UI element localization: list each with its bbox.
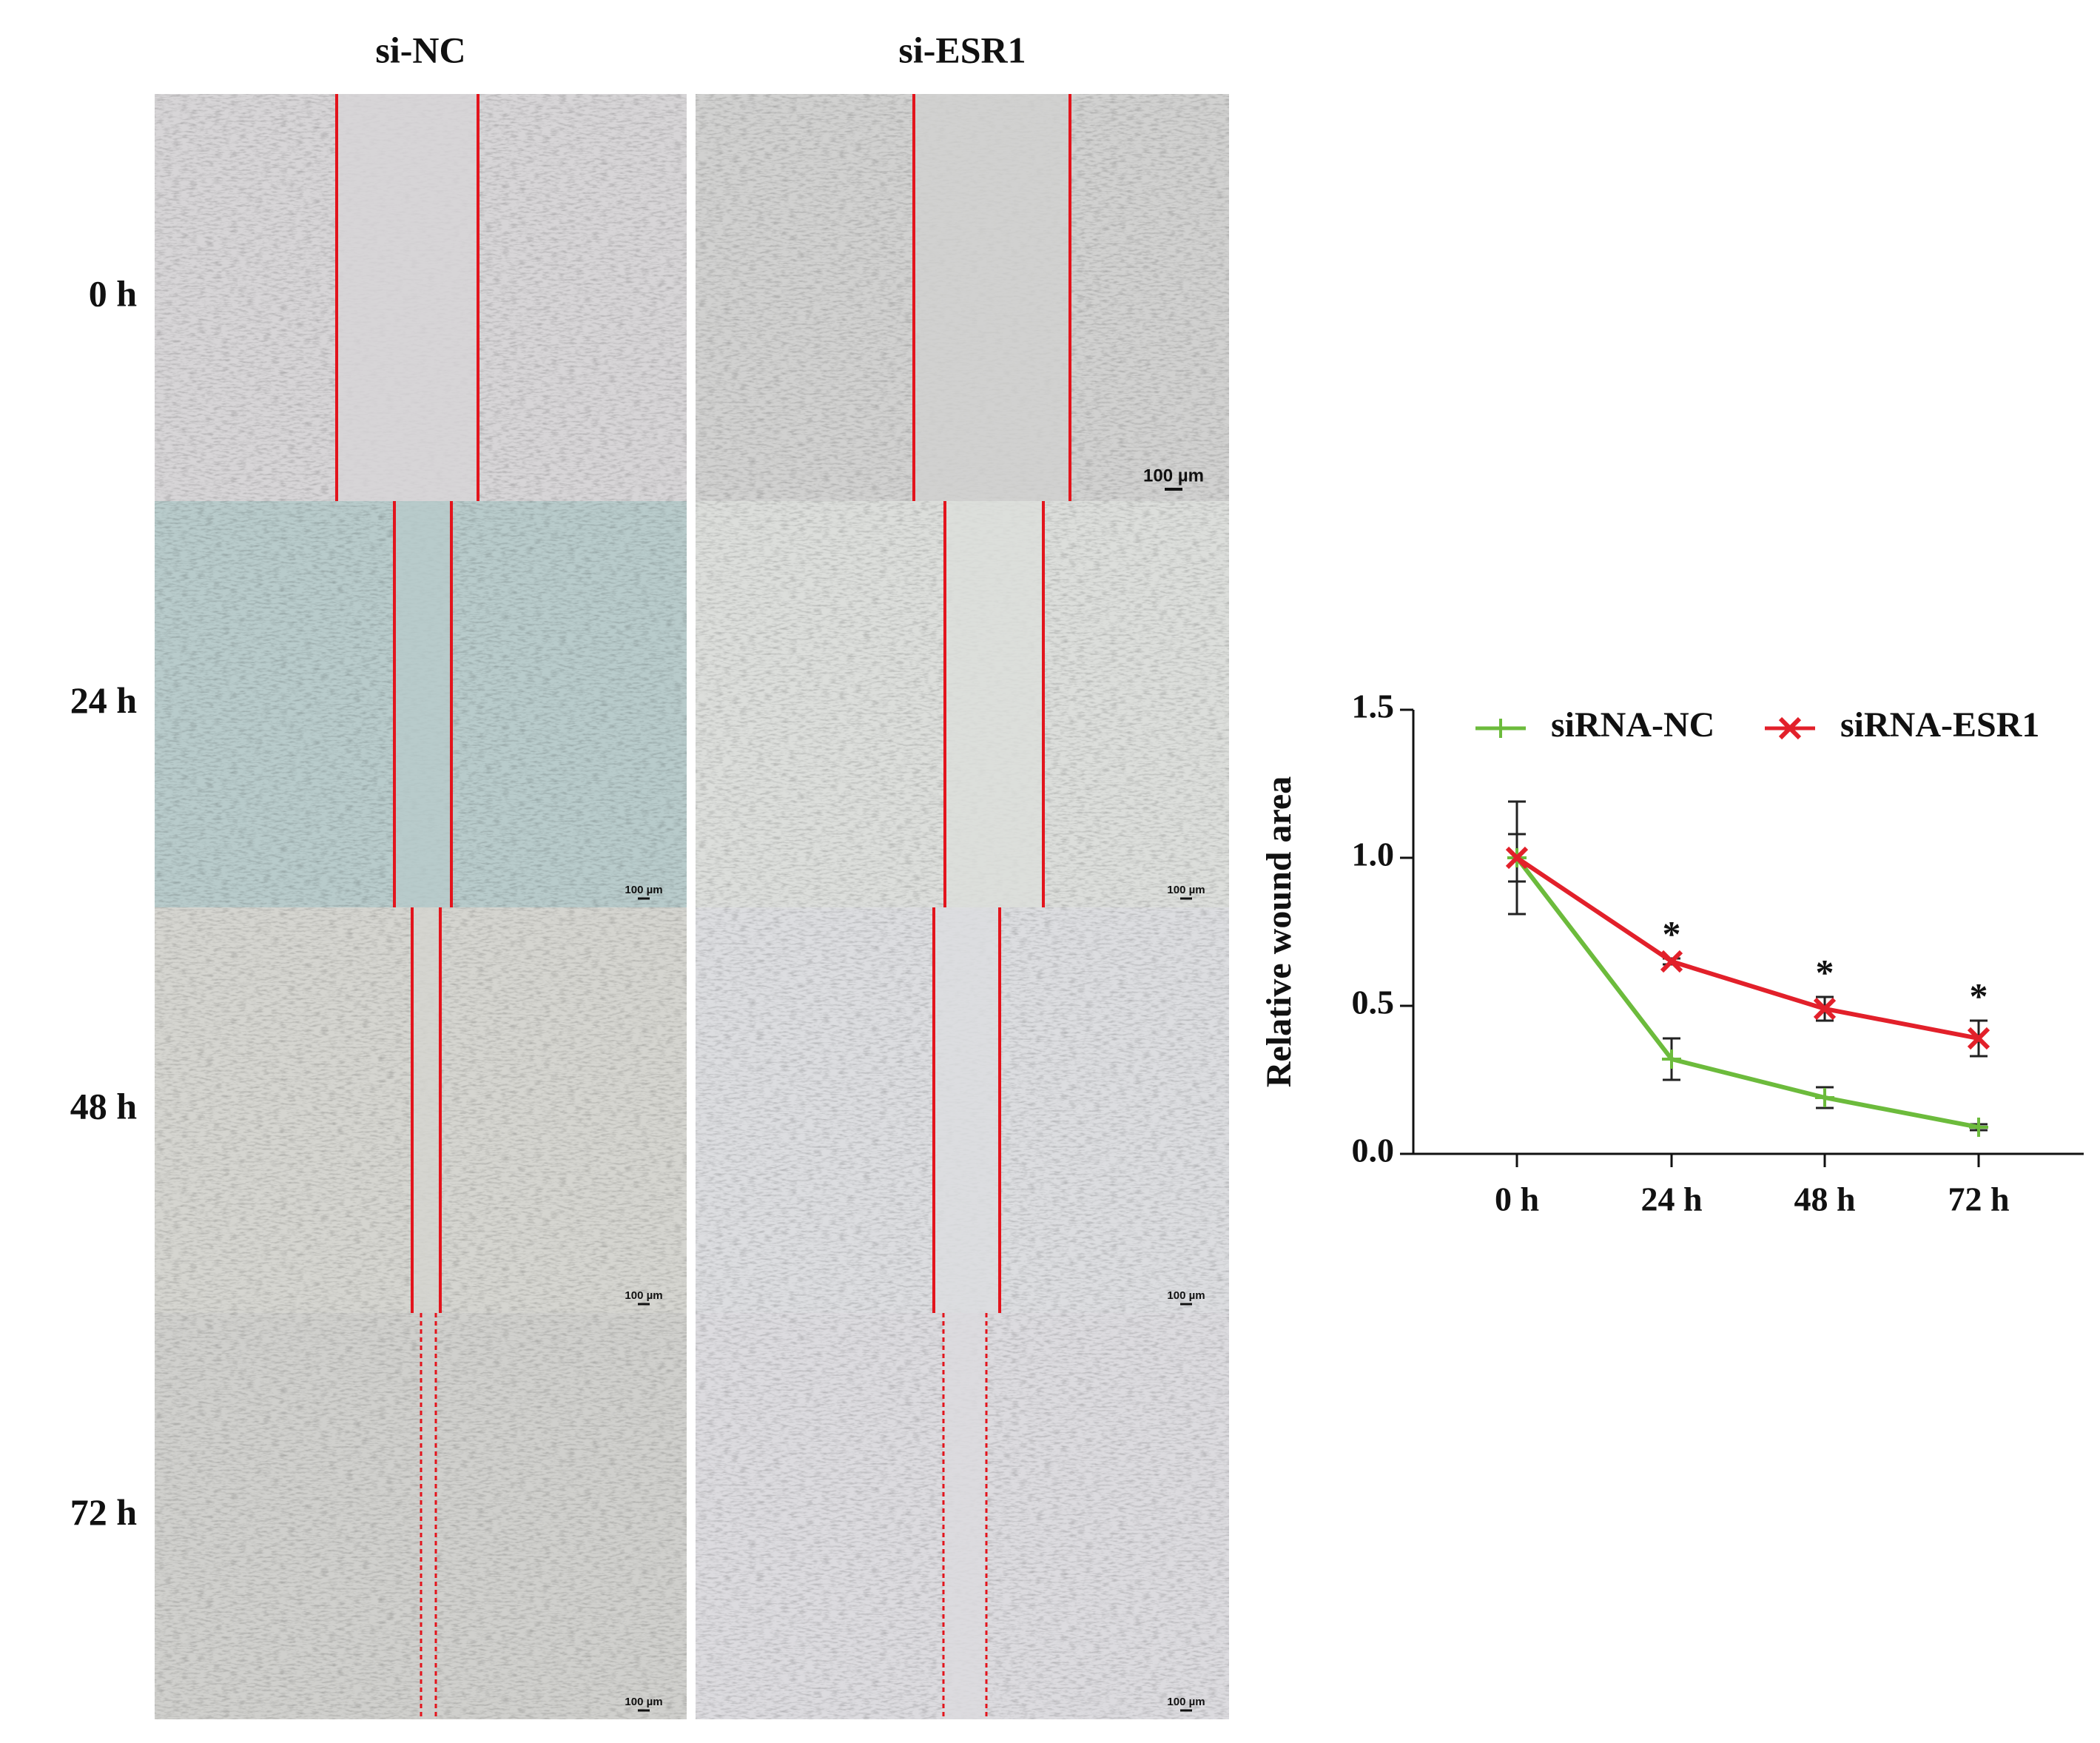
wound-gap <box>943 1313 986 1719</box>
y-tick-label: 0.5 <box>1352 984 1395 1021</box>
series-line <box>1515 856 1979 1041</box>
x-tick-label: 24 h <box>1640 1181 1702 1218</box>
legend-marker <box>1778 716 1802 740</box>
series-line <box>1515 856 1979 1129</box>
wound-gap <box>421 1313 436 1719</box>
column-title: si-ESR1 <box>898 29 1026 70</box>
scale-bar-label: 100 µm <box>625 1289 662 1302</box>
data-point <box>1813 997 1837 1021</box>
y-tick-label: 1.0 <box>1352 836 1395 873</box>
scale-bar-label: 100 µm <box>625 884 662 896</box>
wound-gap <box>945 501 1043 907</box>
scale-bar-label: 100 µm <box>625 1696 662 1708</box>
row-label: 0 h <box>89 272 138 314</box>
y-tick-label: 1.5 <box>1352 688 1395 725</box>
row-label: 24 h <box>70 679 138 721</box>
wound-gap <box>412 907 440 1313</box>
wound-gap <box>934 907 1000 1313</box>
x-tick-label: 48 h <box>1794 1181 1855 1218</box>
data-point <box>1662 1050 1681 1069</box>
wound-gap <box>337 94 478 501</box>
significance-mark: * <box>1970 975 1988 1016</box>
row-label: 72 h <box>70 1491 138 1533</box>
significance-mark: * <box>1663 913 1681 954</box>
x-tick-label: 72 h <box>1948 1181 2009 1218</box>
scale-bar-label: 100 µm <box>1167 884 1205 896</box>
legend-label: siRNA-NC <box>1551 705 1714 745</box>
scale-bar-label: 100 µm <box>1143 466 1204 486</box>
scale-bar-label: 100 µm <box>1167 1696 1205 1708</box>
column-title: si-NC <box>375 29 465 70</box>
y-tick-label: 0.0 <box>1352 1132 1395 1169</box>
wound-gap <box>914 94 1070 501</box>
data-point <box>1505 846 1529 870</box>
row-label: 48 h <box>70 1085 138 1126</box>
y-axis-label: Relative wound area <box>1259 776 1299 1087</box>
wound-gap <box>394 501 451 907</box>
data-point <box>1969 1118 1988 1137</box>
data-point <box>1815 1088 1834 1107</box>
significance-mark: * <box>1816 951 1834 993</box>
scale-bar-label: 100 µm <box>1167 1289 1205 1302</box>
data-point <box>1967 1027 1990 1050</box>
legend-marker <box>1491 719 1510 738</box>
x-tick-label: 0 h <box>1495 1181 1539 1218</box>
data-point <box>1660 950 1683 973</box>
legend-label: siRNA-ESR1 <box>1840 705 2039 745</box>
